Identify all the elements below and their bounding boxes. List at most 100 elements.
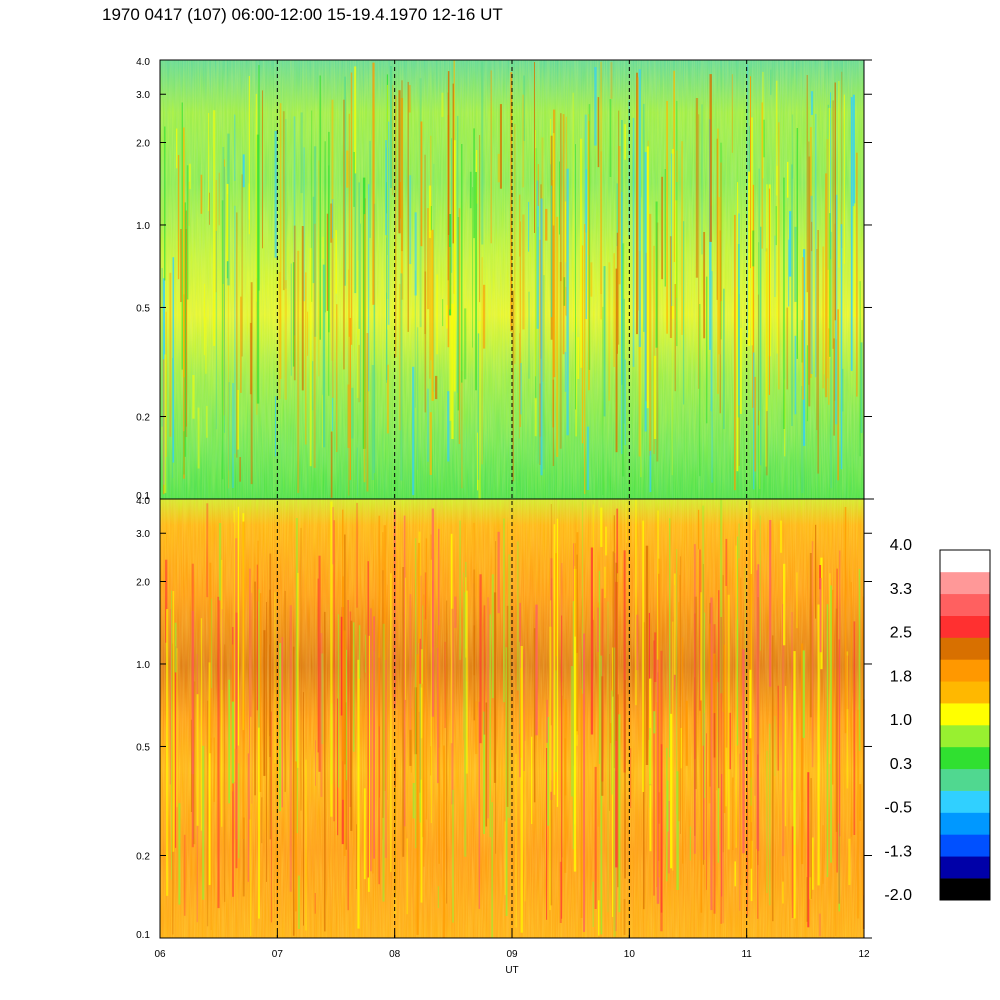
lower-streak: [850, 582, 852, 837]
lower-streak: [680, 728, 682, 769]
upper-streak: [643, 103, 645, 332]
lower-streak: [754, 529, 756, 796]
lower-streak: [370, 608, 372, 872]
upper-streak: [369, 140, 371, 238]
lower-streak: [581, 501, 584, 694]
lower-streak: [749, 669, 752, 739]
lower-streak: [722, 575, 724, 853]
upper-streak: [448, 247, 451, 310]
lower-streak: [346, 649, 348, 781]
lower-streak: [658, 558, 661, 878]
upper-streak: [522, 214, 525, 330]
colorbar-segment: [940, 856, 990, 879]
lower-streak: [623, 550, 626, 773]
lower-streak: [623, 899, 626, 935]
upper-streak: [350, 72, 353, 345]
upper-streak: [840, 224, 843, 470]
upper-streak: [584, 114, 587, 233]
lower-streak: [783, 563, 786, 646]
lower-streak: [337, 698, 339, 836]
lower-streak: [217, 596, 220, 909]
upper-streak: [827, 104, 829, 270]
upper-streak: [850, 97, 853, 371]
upper-streak: [442, 299, 444, 327]
lower-streak: [629, 748, 632, 809]
upper-streak: [669, 236, 673, 338]
upper-streak: [528, 291, 530, 379]
upper-streak: [552, 379, 555, 466]
x-tick-label: 09: [506, 949, 518, 960]
lower-streak: [727, 594, 730, 850]
colorbar-label: -2.0: [884, 887, 912, 904]
lower-streak: [667, 801, 670, 874]
lower-streak: [424, 572, 427, 620]
lower-streak: [298, 875, 300, 929]
upper-streak: [597, 97, 600, 168]
upper-streak: [481, 257, 483, 465]
lower-streak: [656, 659, 660, 904]
upper-streak: [786, 307, 789, 390]
upper-streak: [185, 210, 187, 427]
upper-streak: [401, 80, 403, 252]
lower-streak: [342, 576, 345, 800]
upper-streak: [802, 257, 804, 400]
upper-streak: [351, 387, 354, 439]
upper-streak: [750, 76, 751, 269]
upper-streak: [278, 272, 281, 400]
upper-streak: [497, 153, 500, 183]
lower-streak: [710, 597, 713, 911]
lower-streak: [810, 778, 812, 899]
colorbar-segment: [940, 550, 990, 573]
lower-streak: [337, 614, 339, 788]
lower-streak: [220, 559, 223, 827]
upper-streak: [672, 149, 674, 319]
upper-streak: [632, 117, 635, 367]
lower-streak: [402, 567, 405, 857]
upper-streak: [477, 333, 480, 480]
upper-streak: [386, 237, 388, 380]
upper-streak: [737, 182, 739, 337]
lower-streak: [200, 618, 203, 831]
y-tick-label: 2.0: [136, 578, 150, 589]
upper-streak: [768, 188, 770, 395]
upper-streak: [624, 359, 626, 446]
lower-streak: [409, 594, 412, 731]
lower-streak: [815, 524, 817, 619]
upper-streak: [770, 69, 772, 95]
colorbar-frame: [939, 549, 991, 901]
lower-streak: [432, 580, 434, 648]
lower-streak: [228, 679, 231, 804]
upper-streak: [580, 138, 583, 368]
lower-streak: [736, 619, 739, 746]
upper-streak: [162, 359, 165, 495]
upper-streak: [709, 74, 712, 242]
lower-streak: [830, 585, 832, 863]
lower-streak: [357, 659, 360, 929]
lower-streak: [836, 568, 838, 873]
upper-streak: [710, 205, 712, 412]
upper-streak: [429, 412, 432, 475]
upper-streak: [200, 174, 203, 214]
y-tick-label: 3.0: [136, 90, 150, 101]
lower-streak: [611, 690, 613, 795]
upper-streak: [358, 344, 360, 403]
upper-streak: [550, 118, 552, 165]
upper-streak: [441, 92, 444, 117]
lower-streak: [420, 649, 423, 739]
lower-streak: [478, 701, 481, 909]
upper-streak: [510, 72, 513, 332]
lower-streak: [553, 524, 556, 795]
lower-streak: [673, 573, 676, 675]
upper-streak: [676, 100, 678, 347]
upper-streak: [808, 141, 810, 385]
upper-streak: [808, 156, 811, 407]
lower-streak: [689, 826, 691, 861]
upper-streak: [752, 230, 755, 267]
lower-streak: [750, 840, 753, 902]
upper-streak: [575, 317, 577, 437]
lower-streak: [704, 612, 706, 799]
upper-streak: [646, 146, 649, 409]
upper-streak: [810, 195, 813, 374]
upper-streak: [392, 84, 394, 196]
lower-streak: [274, 592, 276, 764]
